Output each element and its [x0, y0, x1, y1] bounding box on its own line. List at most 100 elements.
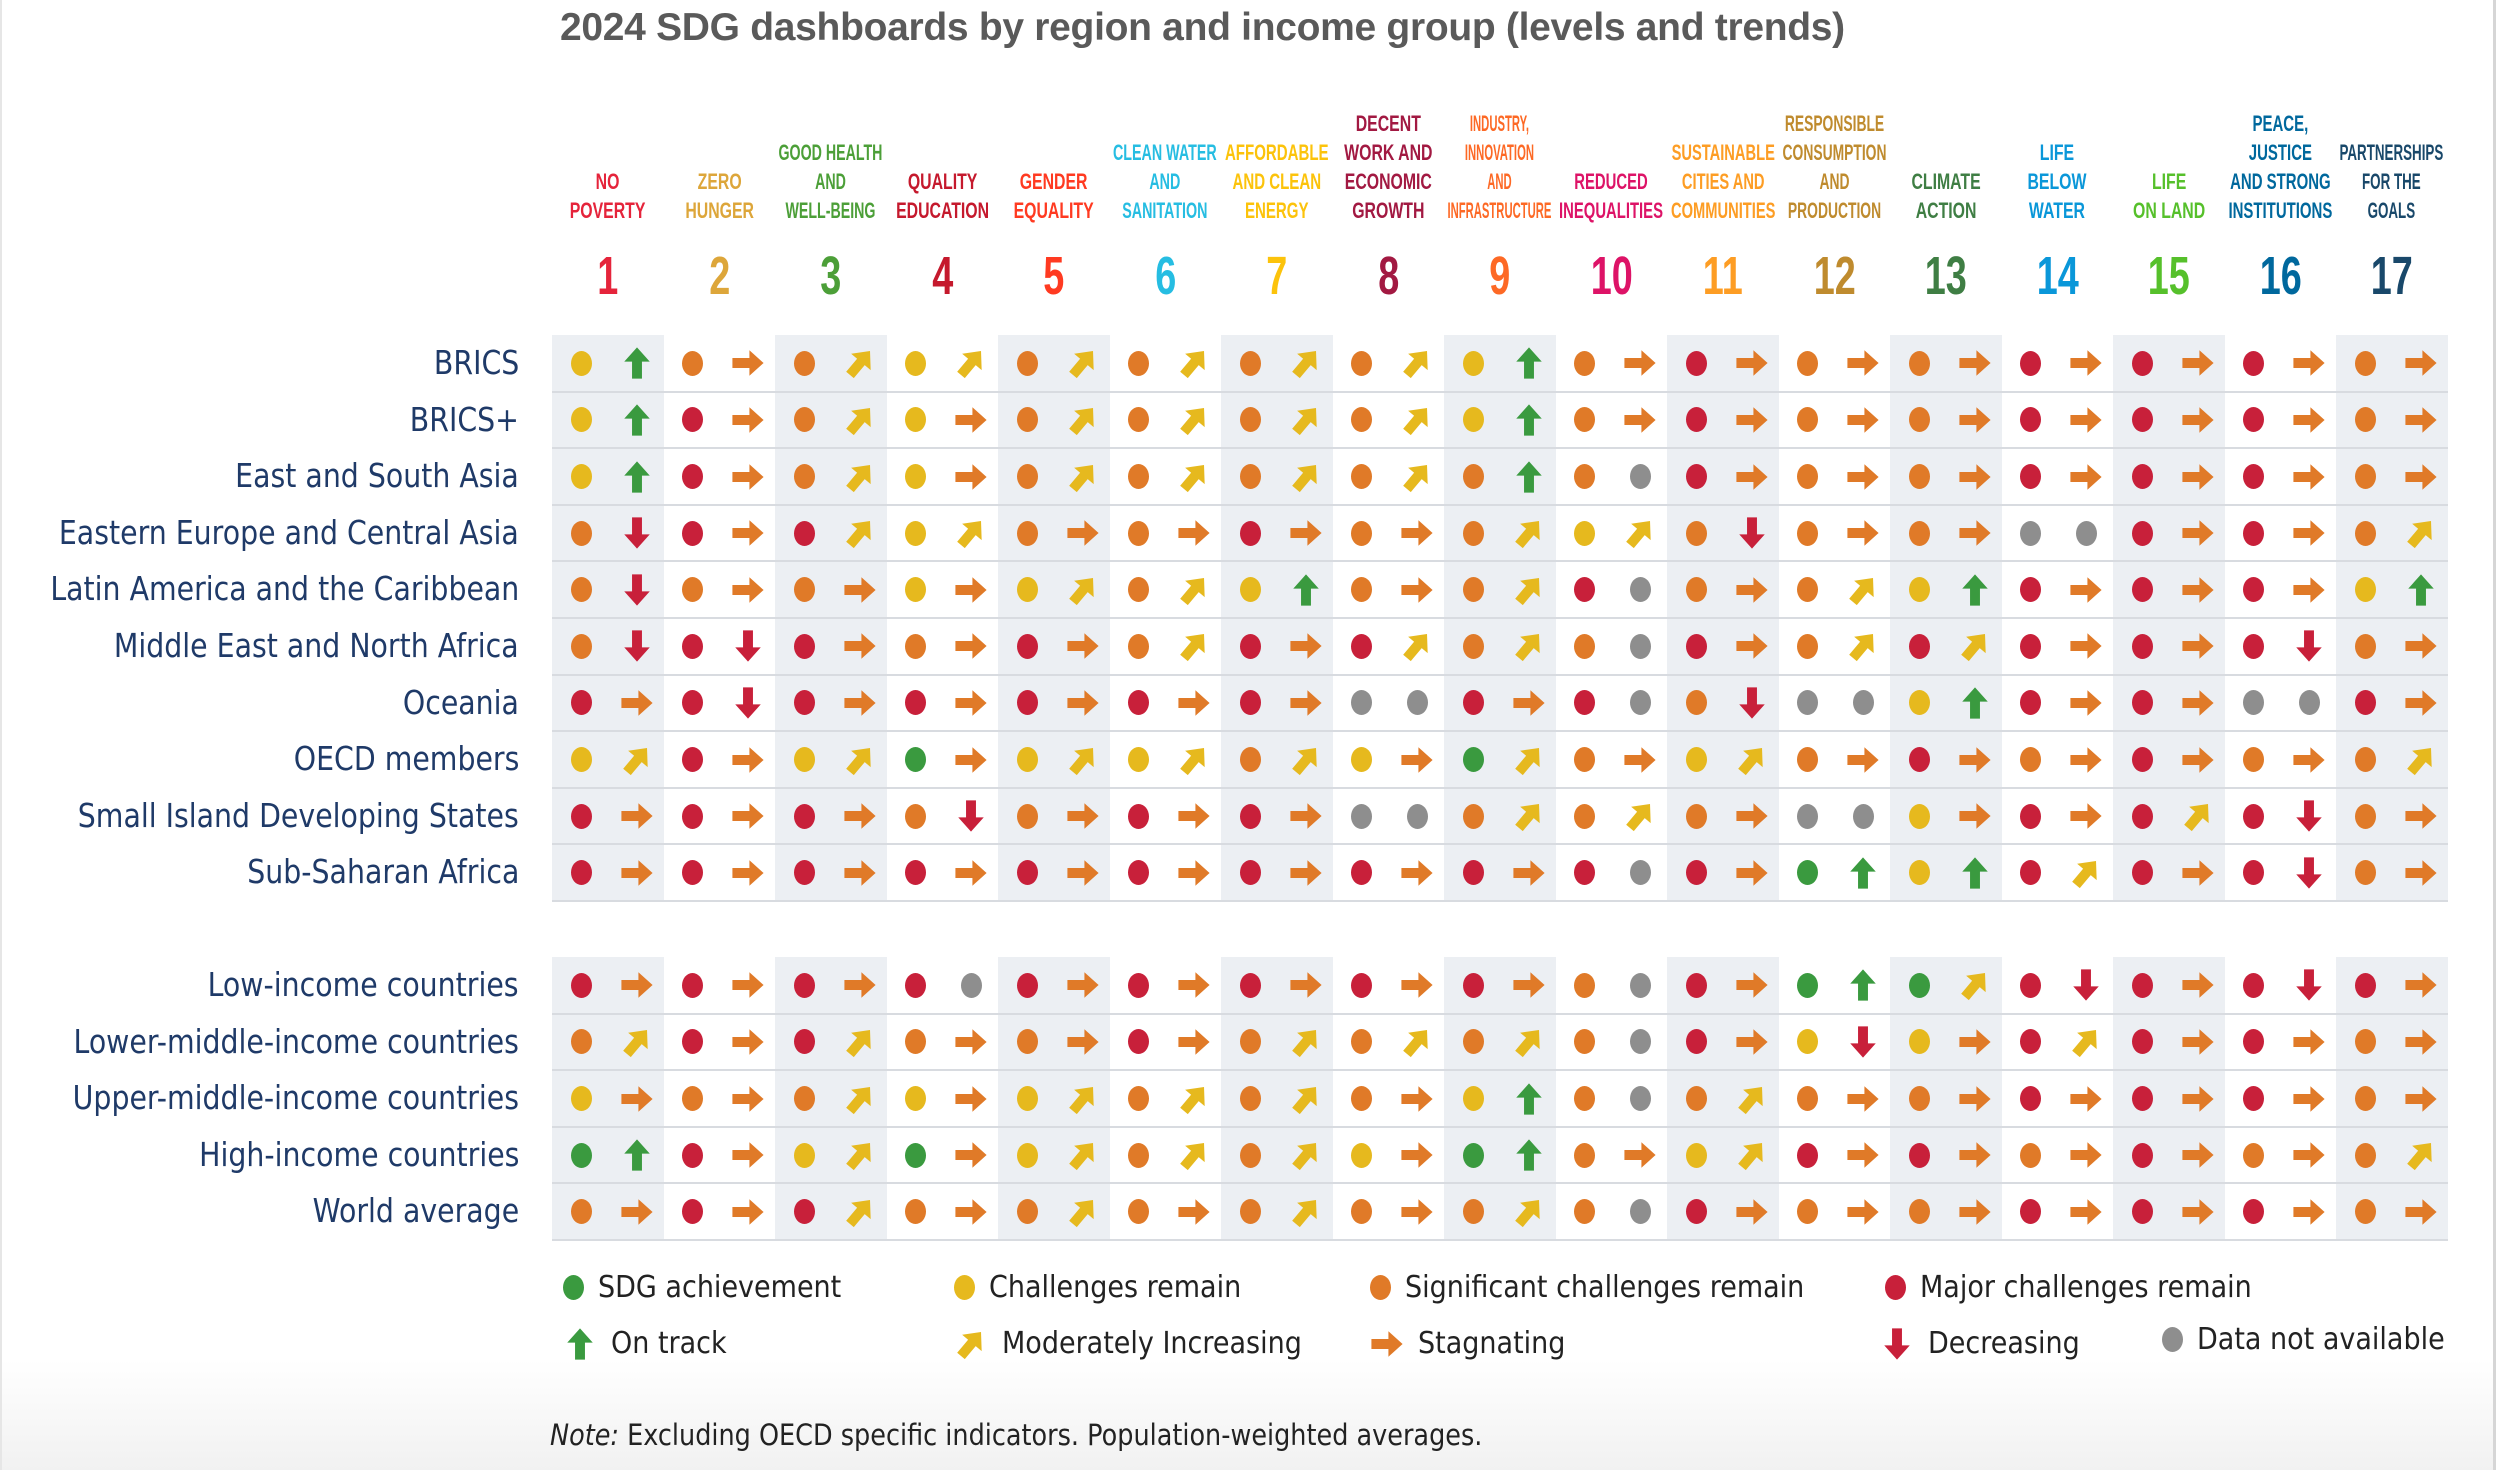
row-divider — [552, 730, 2448, 733]
trend-mod-arrow-icon — [1291, 351, 1317, 379]
row-divider — [552, 390, 2448, 393]
status-dot-R — [2131, 972, 2153, 998]
status-dot-O — [1574, 1142, 1596, 1168]
trend-right-arrow-icon — [732, 520, 764, 546]
status-dot-Y — [1574, 520, 1596, 546]
legend-label: Data not available — [2197, 1322, 2445, 1357]
row-divider — [552, 1012, 2448, 1015]
goal-header: INDUSTRY, INNOVATION AND INFRASTRUCTURE — [1444, 95, 1556, 225]
status-dot-O — [2354, 1199, 2376, 1225]
status-dot-R — [2243, 803, 2265, 829]
goal-label: DECENT WORK AND ECONOMIC GROWTH — [1344, 111, 1433, 223]
trend-down-arrow-icon — [2296, 857, 2322, 889]
legend-mod-arrow-icon — [957, 1331, 982, 1359]
status-dot-O — [1239, 407, 1261, 433]
trend-mod-arrow-icon — [845, 1199, 871, 1227]
status-dot-O — [2354, 860, 2376, 886]
goal-number: 9 — [1489, 246, 1511, 306]
status-dot-R — [2243, 633, 2265, 659]
status-dot-R — [682, 633, 704, 659]
status-dot-Y — [1462, 407, 1484, 433]
status-dot-R — [682, 407, 704, 433]
goal-number: 17 — [2370, 246, 2413, 306]
status-dot-O — [1351, 464, 1373, 489]
status-dot-G — [1908, 972, 1930, 998]
trend-up-arrow-icon — [1961, 687, 1988, 719]
row-label: Upper-middle-income countries — [72, 1078, 519, 1118]
trend-down-arrow-icon — [2073, 969, 2099, 1001]
trend-right-arrow-icon — [732, 972, 764, 999]
trend-down-arrow-icon — [1738, 517, 1765, 549]
trend-mod-arrow-icon — [1291, 1143, 1317, 1171]
status-dot-O — [1685, 690, 1707, 716]
status-dot-O — [570, 633, 592, 659]
status-dot-R — [1574, 690, 1596, 716]
legend-dot-G — [563, 1275, 584, 1300]
trend-right-arrow-icon — [1736, 576, 1768, 603]
trend-right-arrow-icon — [1290, 633, 1322, 660]
trend-mod-arrow-icon — [1180, 1086, 1205, 1114]
status-dot-R — [1908, 1142, 1930, 1168]
goal-number: 4 — [931, 246, 953, 306]
trend-mod-arrow-icon — [1291, 1029, 1317, 1058]
status-dot-O — [1016, 464, 1038, 489]
goal-header: PEACE, JUSTICE AND STRONG INSTITUTIONS — [2225, 95, 2337, 225]
status-dot-Y — [1016, 577, 1038, 603]
status-dot-Y — [1016, 747, 1038, 772]
trend-right-arrow-icon — [2405, 350, 2437, 377]
status-dot-O — [570, 577, 592, 603]
trend-right-arrow-icon — [732, 859, 764, 886]
trend-right-arrow-icon — [732, 746, 764, 773]
status-dot-N — [1351, 803, 1373, 829]
status-dot-O — [905, 1199, 927, 1225]
status-dot-O — [1462, 577, 1484, 603]
trend-right-arrow-icon — [1178, 859, 1210, 886]
status-dot-O — [793, 464, 815, 489]
goal-number: 7 — [1266, 246, 1288, 306]
trend-right-arrow-icon — [2182, 1029, 2214, 1055]
goal-number: 1 — [597, 246, 619, 306]
trend-right-arrow-icon — [1959, 746, 1991, 773]
status-dot-O — [1016, 407, 1038, 433]
trend-right-arrow-icon — [1736, 1029, 1768, 1055]
status-dot-R — [2131, 407, 2153, 433]
trend-right-arrow-icon — [1178, 520, 1210, 546]
row-label: Latin America and the Caribbean — [50, 569, 519, 609]
note-prefix: Note: — [550, 1418, 620, 1452]
trend-mod-arrow-icon — [845, 407, 871, 436]
status-dot-Y — [905, 464, 927, 489]
goal-number: 12 — [1813, 246, 1856, 306]
trend-right-arrow-icon — [1959, 463, 1991, 490]
trend-right-arrow-icon — [955, 1142, 987, 1168]
trend-right-arrow-icon — [1736, 407, 1768, 433]
trend-right-arrow-icon — [2293, 463, 2325, 490]
status-dot-O — [1574, 407, 1596, 433]
status-dot-Y — [1908, 1029, 1930, 1055]
status-dot-R — [1685, 972, 1707, 998]
legend-item: Decreasing — [1880, 1326, 2097, 1361]
trend-right-arrow-icon — [955, 463, 987, 490]
status-dot-R — [2020, 464, 2042, 489]
status-dot-R — [2354, 972, 2376, 998]
row-divider — [552, 1125, 2448, 1128]
goal-header: LIFE BELOW WATER — [2002, 95, 2114, 225]
status-dot-R — [682, 520, 704, 546]
trend-down-arrow-icon — [2296, 800, 2322, 832]
trend-right-arrow-icon — [2182, 520, 2214, 546]
trend-right-arrow-icon — [1959, 520, 1991, 546]
status-dot-R — [793, 1029, 815, 1055]
trend-na-dot — [2299, 690, 2321, 716]
trend-right-arrow-icon — [844, 972, 876, 999]
trend-right-arrow-icon — [2182, 1198, 2214, 1225]
trend-right-arrow-icon — [1401, 576, 1433, 603]
goal-header: REDUCED INEQUALITIES — [1556, 95, 1668, 225]
status-dot-R — [905, 690, 927, 716]
row-divider — [552, 1239, 2448, 1241]
status-dot-N — [2020, 520, 2042, 546]
trend-mod-arrow-icon — [1403, 351, 1428, 379]
trend-right-arrow-icon — [1401, 1142, 1433, 1168]
trend-right-arrow-icon — [844, 690, 876, 716]
trend-right-arrow-icon — [2182, 690, 2214, 716]
status-dot-O — [1128, 577, 1150, 603]
